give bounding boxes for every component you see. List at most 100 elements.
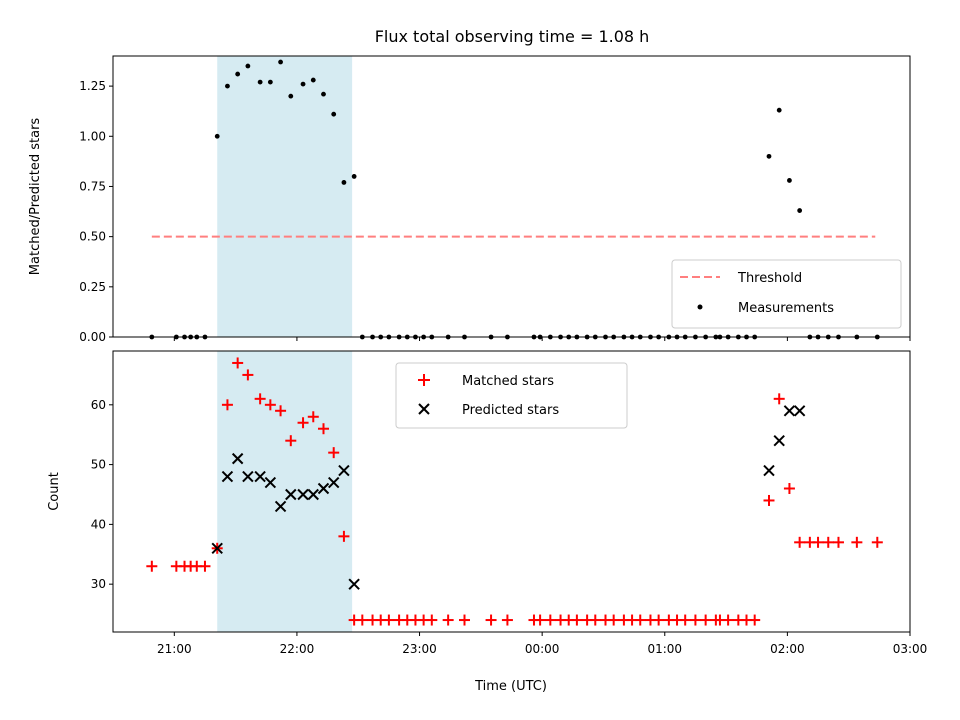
legend-threshold-label: Threshold xyxy=(737,271,802,286)
top-panel: Flux total observing time = 1.08 h 0.000… xyxy=(28,27,911,344)
matched-star-point xyxy=(232,357,244,369)
matched-star-point xyxy=(199,560,211,572)
predicted-star-point xyxy=(793,405,806,417)
matched-star-point xyxy=(221,399,233,411)
measurement-point xyxy=(341,180,347,185)
predicted-star-point xyxy=(297,488,309,501)
top-legend: Threshold Measurements xyxy=(671,259,902,329)
matched-star-point xyxy=(832,536,844,548)
top-y-tick-label: 0.75 xyxy=(79,179,106,193)
top-y-axis-label: Matched/Predicted stars xyxy=(28,118,43,276)
bottom-panel: 30 40 50 60 21:00 22:00 23:00 00:00 01:00 02:00 0… xyxy=(47,350,927,694)
predicted-star-point xyxy=(763,464,775,477)
predicted-star-point xyxy=(231,452,244,465)
bottom-legend: Matched stars Predicted stars xyxy=(395,362,628,429)
matched-star-point xyxy=(383,614,395,626)
predicted-star-point xyxy=(317,482,330,495)
matched-star-point xyxy=(328,447,340,459)
bottom-legend-box xyxy=(395,362,628,429)
matched-star-point xyxy=(307,411,319,423)
measurement-point xyxy=(321,91,326,97)
measurement-point xyxy=(797,208,803,213)
predicted-star-point xyxy=(338,464,350,477)
measurement-point xyxy=(766,153,772,159)
measurement-point xyxy=(257,79,263,85)
matched-star-point xyxy=(264,399,276,411)
matched-star-point xyxy=(749,614,761,626)
matched-star-point xyxy=(763,494,775,506)
measurement-point xyxy=(351,174,357,179)
matched-star-point xyxy=(254,393,266,405)
top-y-tick-label: 0.50 xyxy=(79,230,106,244)
predicted-stars-points xyxy=(211,405,806,590)
matched-star-point xyxy=(501,614,513,626)
matched-star-point xyxy=(851,536,863,548)
matched-star-point xyxy=(356,614,368,626)
matched-star-point xyxy=(653,614,665,626)
bottom-x-ticks: 21:00 22:00 23:00 00:00 01:00 02:00 03:00 xyxy=(157,632,927,656)
bottom-x-tick-label: 00:00 xyxy=(525,642,560,656)
legend-matched-swatch xyxy=(418,374,430,386)
matched-star-point xyxy=(689,614,701,626)
matched-star-point xyxy=(442,614,454,626)
matched-star-point xyxy=(338,530,350,542)
predicted-star-point xyxy=(783,405,796,417)
predicted-star-point xyxy=(328,476,340,489)
matched-star-point xyxy=(871,536,883,548)
bottom-x-tick-label: 03:00 xyxy=(893,642,928,656)
bottom-axes-frame xyxy=(112,350,911,633)
top-y-tick-label: 0.25 xyxy=(79,280,106,294)
legend-predicted-label: Predicted stars xyxy=(462,403,559,418)
bottom-y-tick-label: 50 xyxy=(91,458,106,472)
bottom-y-ticks: 30 40 50 60 xyxy=(91,398,113,591)
matched-star-point xyxy=(794,536,806,548)
top-y-tick-label: 1.00 xyxy=(79,129,106,143)
matched-star-point xyxy=(634,614,646,626)
top-axes-frame xyxy=(112,55,911,338)
matched-star-point xyxy=(534,614,546,626)
measurement-point xyxy=(214,133,220,139)
top-y-tick-label: 1.25 xyxy=(79,79,106,93)
bottom-y-tick-label: 30 xyxy=(91,577,106,591)
matched-star-point xyxy=(722,614,734,626)
bottom-x-tick-label: 23:00 xyxy=(402,642,437,656)
measurement-point xyxy=(331,111,337,117)
bottom-y-axis-label: Count xyxy=(47,472,62,511)
measurement-point xyxy=(235,71,241,77)
predicted-star-point xyxy=(242,470,254,483)
matched-star-point xyxy=(571,614,583,626)
bottom-y-tick-label: 60 xyxy=(91,398,106,412)
matched-star-point xyxy=(783,483,795,495)
matched-star-point xyxy=(146,560,158,572)
matched-star-point xyxy=(589,614,601,626)
matched-star-point xyxy=(285,435,297,447)
predicted-star-point xyxy=(274,500,287,513)
matched-star-point xyxy=(544,614,556,626)
predicted-star-point xyxy=(264,476,277,489)
matched-star-point xyxy=(458,614,470,626)
matched-star-point xyxy=(608,614,620,626)
measurement-point xyxy=(787,178,792,183)
legend-measurements-label: Measurements xyxy=(738,301,834,316)
bottom-x-tick-label: 21:00 xyxy=(157,642,192,656)
predicted-star-point xyxy=(773,434,785,447)
matched-star-point xyxy=(485,614,497,626)
matched-star-point xyxy=(700,614,712,626)
measurement-point xyxy=(245,63,251,69)
legend-measurements-swatch xyxy=(697,304,703,310)
matched-star-point xyxy=(773,393,785,405)
predicted-star-point xyxy=(254,470,266,483)
matched-star-point xyxy=(822,536,834,548)
measurement-point xyxy=(300,81,306,87)
matched-star-point xyxy=(317,423,329,435)
measurement-point xyxy=(310,77,316,83)
matched-star-point xyxy=(679,614,691,626)
predicted-star-point xyxy=(211,542,223,555)
matched-star-point xyxy=(426,614,438,626)
matched-star-point xyxy=(297,417,309,429)
predicted-star-point xyxy=(307,488,319,501)
bottom-x-tick-label: 01:00 xyxy=(647,642,682,656)
bottom-shaded-span xyxy=(217,351,353,632)
